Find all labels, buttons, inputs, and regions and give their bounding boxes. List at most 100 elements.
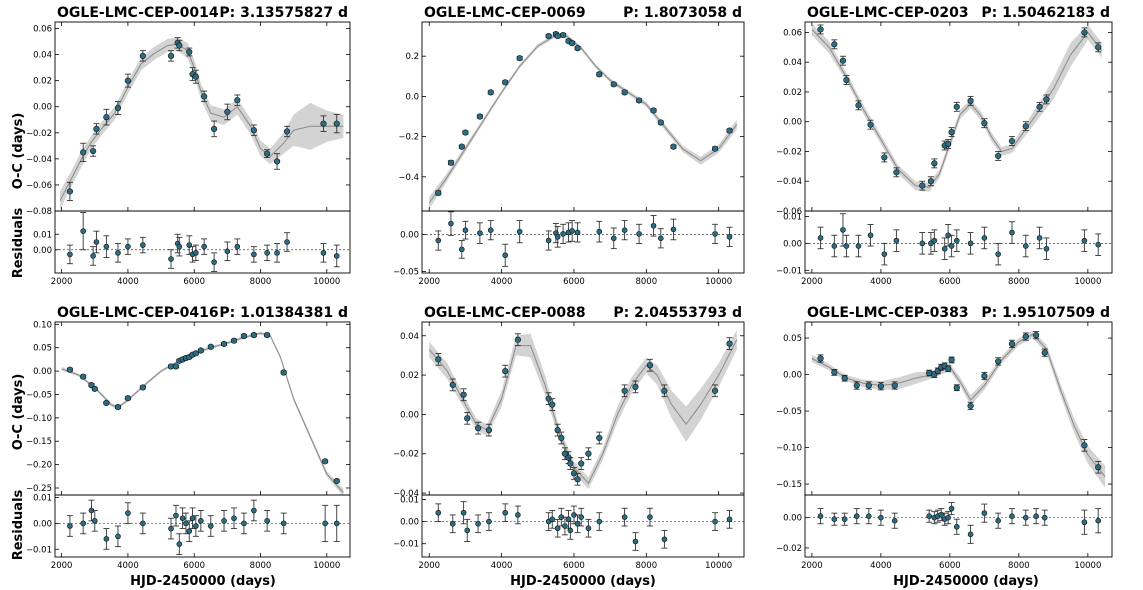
panel-2-data-point	[657, 119, 664, 126]
panel-1-data-point	[103, 114, 110, 121]
panel-1-xtick-label: 6000	[183, 277, 205, 287]
panel-6-group: OGLE-LMC-CEP-0383 P: 1.95107509 d 0.05 0.00…	[776, 305, 1113, 571]
panel-5-ytick-label: 0.00	[400, 410, 419, 420]
panel-6-ytick-label: −0.10	[776, 444, 802, 454]
panel-2-residual-axes	[421, 210, 745, 274]
panel-5-data-point	[585, 450, 592, 457]
panel-3-residual-ytick-label: 0.01	[783, 212, 802, 222]
panel-4-data-point	[280, 369, 287, 376]
panel-4-data-point	[80, 373, 87, 380]
panel-4-residual-point	[67, 523, 73, 529]
panel-1-residual-ytick-label: 0.00	[33, 246, 52, 256]
panel-2-data-point	[635, 97, 643, 104]
panel-4-data-point	[91, 385, 98, 392]
panel-2-group: OGLE-LMC-CEP-0069 P: 1.8073058 d 0.2 0.0 −0.…	[393, 5, 745, 287]
panel-6-data-point	[853, 382, 860, 389]
panel-6-data-point	[1022, 333, 1029, 340]
panel-5-data-point	[449, 381, 456, 389]
panel-4-data-point	[207, 343, 214, 350]
panel-6-ytick-label: 0.00	[783, 371, 802, 381]
panel-6-xtick-label: 4000	[870, 561, 892, 571]
panel-6-data-point	[841, 375, 848, 382]
panel-5-data-point	[460, 391, 467, 398]
panel-1-data-point	[90, 147, 97, 155]
panel-2-residual-point	[560, 231, 566, 237]
panel-3-data-point	[927, 178, 935, 185]
panel-4-period-label: P: 1.01384381 d	[219, 305, 348, 321]
panel-3-data-point	[919, 182, 926, 189]
panel-2-data-point	[435, 189, 442, 197]
panel-6-residual-point	[926, 513, 932, 519]
panel-4-ytick-label: 0.10	[33, 320, 52, 330]
panel-4-data-point	[240, 332, 248, 340]
x-axis-label-col-3: HJD-2450000 (days)	[893, 574, 1039, 589]
panel-1-data-point	[80, 149, 87, 156]
panel-6-xtick-label: 8000	[1008, 561, 1030, 571]
panel-5-xtick-label: 10000	[705, 561, 732, 571]
panel-2-residual-point	[487, 227, 494, 233]
panel-3-period-label: P: 1.50462183 d	[981, 5, 1110, 21]
panel-4-data-point	[197, 347, 204, 354]
panel-6-data-point	[831, 369, 838, 376]
panel-3-residual-point	[995, 251, 1001, 257]
panel-4-residual-point	[221, 518, 227, 524]
panel-4-residual-point	[140, 520, 146, 527]
panel-1-group: OGLE-LMC-CEP-0014 P: 3.13575827 d 0.06 0.04…	[26, 5, 351, 287]
panel-4-model-band	[61, 331, 344, 495]
panel-4-xtick-label: 2000	[51, 561, 73, 571]
panel-5-residual-point	[449, 520, 456, 527]
panel-3-residual-point	[941, 245, 948, 252]
panel-4-data-point	[114, 403, 122, 411]
panel-3-data-point	[839, 57, 847, 64]
panel-1-residual-point	[80, 228, 86, 234]
panel-3-residual-point	[1009, 229, 1015, 236]
panel-5-residual-ytick-label: 0.01	[400, 495, 419, 505]
panel-1-residual-ytick-label: 0.01	[33, 230, 52, 240]
panel-4-residual-point	[207, 523, 214, 529]
panel-5-data-point	[632, 383, 639, 390]
panel-2-data-point	[554, 32, 561, 40]
panel-4-data-point	[220, 340, 228, 348]
panel-6-residual-point	[945, 514, 951, 521]
panel-5-data-point	[464, 415, 471, 422]
panel-4-data-point	[192, 350, 199, 357]
panel-2-xtick-label: 10000	[705, 277, 732, 287]
panel-2-residual-ytick-label: 0.00	[400, 231, 419, 241]
panel-3-data-point	[948, 129, 955, 136]
panel-6-ytick-label: −0.15	[776, 480, 802, 490]
panel-2-residual-point	[458, 246, 465, 253]
panel-3-residual-point	[840, 227, 846, 233]
panel-1-data-point	[167, 52, 175, 59]
panel-1-data-point	[333, 120, 340, 127]
panel-3-data-point	[843, 76, 850, 84]
panel-5-residual-point	[502, 509, 509, 516]
panel-2-residual-point	[545, 237, 552, 244]
panel-4-ytick-label: −0.10	[26, 414, 52, 424]
panel-3-data-point	[981, 120, 988, 127]
panel-3-residual-point	[1022, 243, 1029, 249]
panel-1-data-point	[211, 125, 218, 132]
panel-1-data-point	[283, 128, 291, 135]
residuals-label-bottom-row: Residuals	[11, 489, 26, 560]
panel-3-residual-point	[948, 243, 955, 249]
panel-6-data-point	[817, 355, 824, 362]
panel-2-data-point	[545, 32, 552, 40]
panel-3-residual-point	[953, 237, 960, 244]
panel-6-period-label: P: 1.95107509 d	[981, 305, 1110, 321]
panel-2-data-point	[458, 143, 465, 150]
panel-5-data-point	[596, 434, 603, 442]
panel-3-xtick-label: 10000	[1074, 277, 1101, 287]
panel-5-data-point	[435, 356, 442, 363]
panel-3-xtick-label: 2000	[801, 277, 823, 287]
panel-1-residual-point	[274, 250, 280, 256]
panel-2-data-point	[476, 113, 483, 120]
panel-6-residual-point	[1081, 519, 1088, 526]
panel-4-residual-point	[183, 520, 189, 527]
panel-5-residual-point	[515, 512, 521, 518]
panel-4-ytick-label: 0.05	[33, 344, 52, 354]
panel-1-ytick-label: −0.08	[26, 207, 52, 217]
panel-6-data-point	[945, 365, 952, 372]
panel-6-data-point	[1081, 442, 1088, 449]
panel-3-residual-point	[1036, 235, 1043, 241]
panel-6-residual-ytick-label: 0.00	[783, 514, 802, 524]
